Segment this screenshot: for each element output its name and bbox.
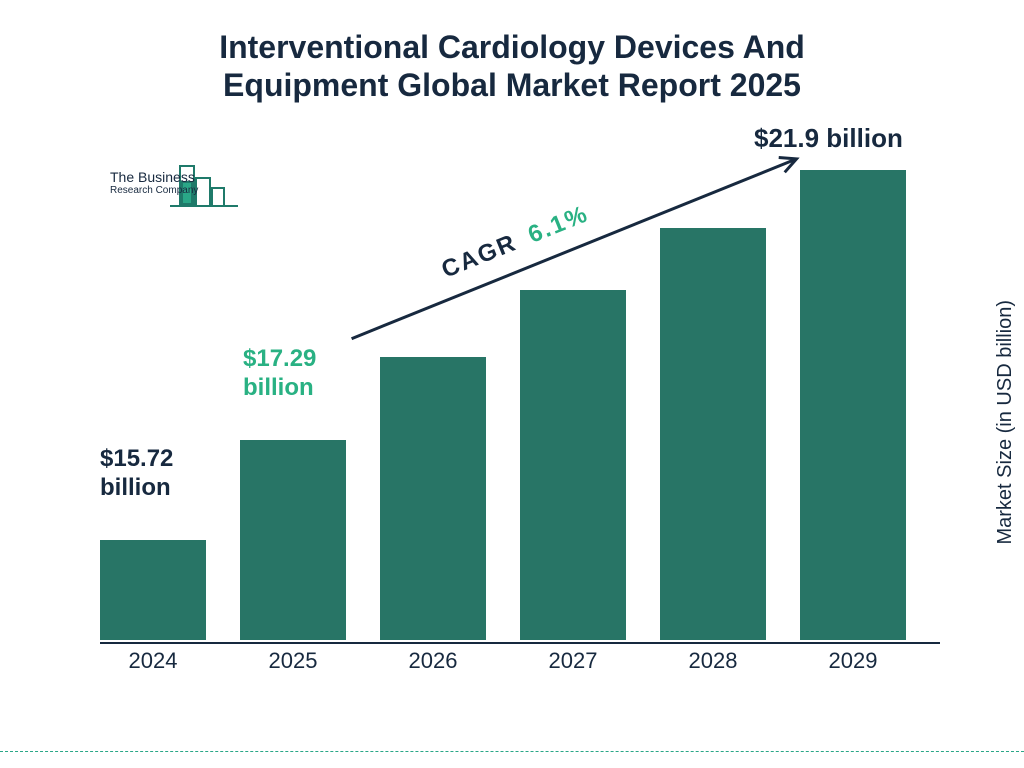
bar-2028: [660, 228, 766, 640]
value-label-2: $21.9 billion: [754, 123, 903, 154]
bar-2026: [380, 357, 486, 640]
value-label-0: $15.72billion: [100, 445, 173, 503]
x-label-2025: 2025: [240, 648, 346, 674]
title-line2: Equipment Global Market Report 2025: [223, 67, 801, 103]
x-label-2029: 2029: [800, 648, 906, 674]
value-label-1: $17.29billion: [243, 345, 316, 403]
y-axis-label: Market Size (in USD billion): [995, 300, 1018, 545]
title-line1: Interventional Cardiology Devices And: [219, 29, 805, 65]
bar-2025: [240, 440, 346, 640]
plot-region: [100, 150, 940, 640]
x-label-2027: 2027: [520, 648, 626, 674]
bar-2027: [520, 290, 626, 640]
bar-2024: [100, 540, 206, 640]
x-label-2026: 2026: [380, 648, 486, 674]
footer-dashed-line: [0, 751, 1024, 752]
chart-canvas: Interventional Cardiology Devices And Eq…: [0, 0, 1024, 768]
x-axis-line: [100, 642, 940, 644]
x-label-2024: 2024: [100, 648, 206, 674]
chart-title: Interventional Cardiology Devices And Eq…: [0, 28, 1024, 105]
bar-2029: [800, 170, 906, 640]
x-label-2028: 2028: [660, 648, 766, 674]
